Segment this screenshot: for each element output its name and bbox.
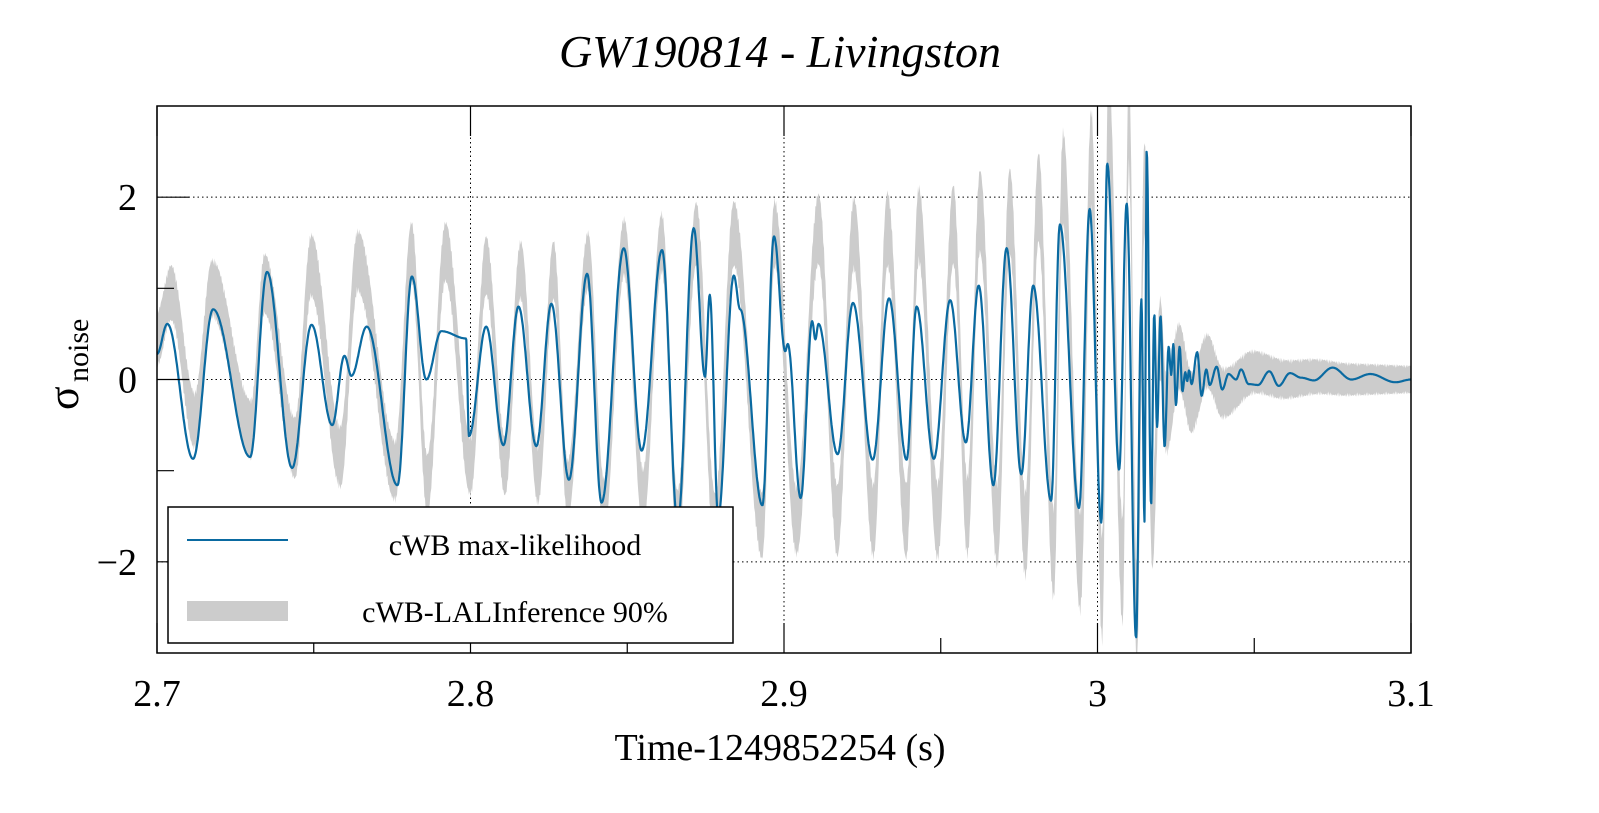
x-axis-label: Time-1249852254 (s) [614,727,945,769]
x-tick-label: 2.9 [760,673,808,715]
x-tick-label: 3.1 [1387,673,1435,715]
line-layer [157,150,1411,639]
band-layer [157,106,1411,653]
chart-title: GW190814 - Livingston [559,26,1001,77]
y-tick-label: −2 [97,542,137,584]
y-axis-label-symbol: σ [39,386,88,410]
y-axis-label: σ noise [39,319,95,410]
x-tick-label: 2.7 [133,673,181,715]
legend-band-swatch [187,601,288,621]
x-tick-label: 2.8 [447,673,495,715]
y-tick-labels: −2 0 2 [97,177,137,584]
band-90-percent [157,106,1411,653]
legend-label-band: cWB-LALInference 90% [362,596,668,629]
y-tick-label: 0 [118,360,137,402]
legend-label-max-likelihood: cWB max-likelihood [389,529,641,562]
max-likelihood-line [157,150,1411,639]
legend: cWB max-likelihood cWB-LALInference 90% [167,506,734,644]
y-axis-label-subscript: noise [62,319,95,382]
axis-ticks [156,106,1412,653]
plot-frame [156,105,1412,654]
x-tick-label: 3 [1088,673,1107,715]
x-tick-labels: 2.7 2.8 2.9 3 3.1 [133,673,1435,715]
y-tick-label: 2 [118,177,137,219]
